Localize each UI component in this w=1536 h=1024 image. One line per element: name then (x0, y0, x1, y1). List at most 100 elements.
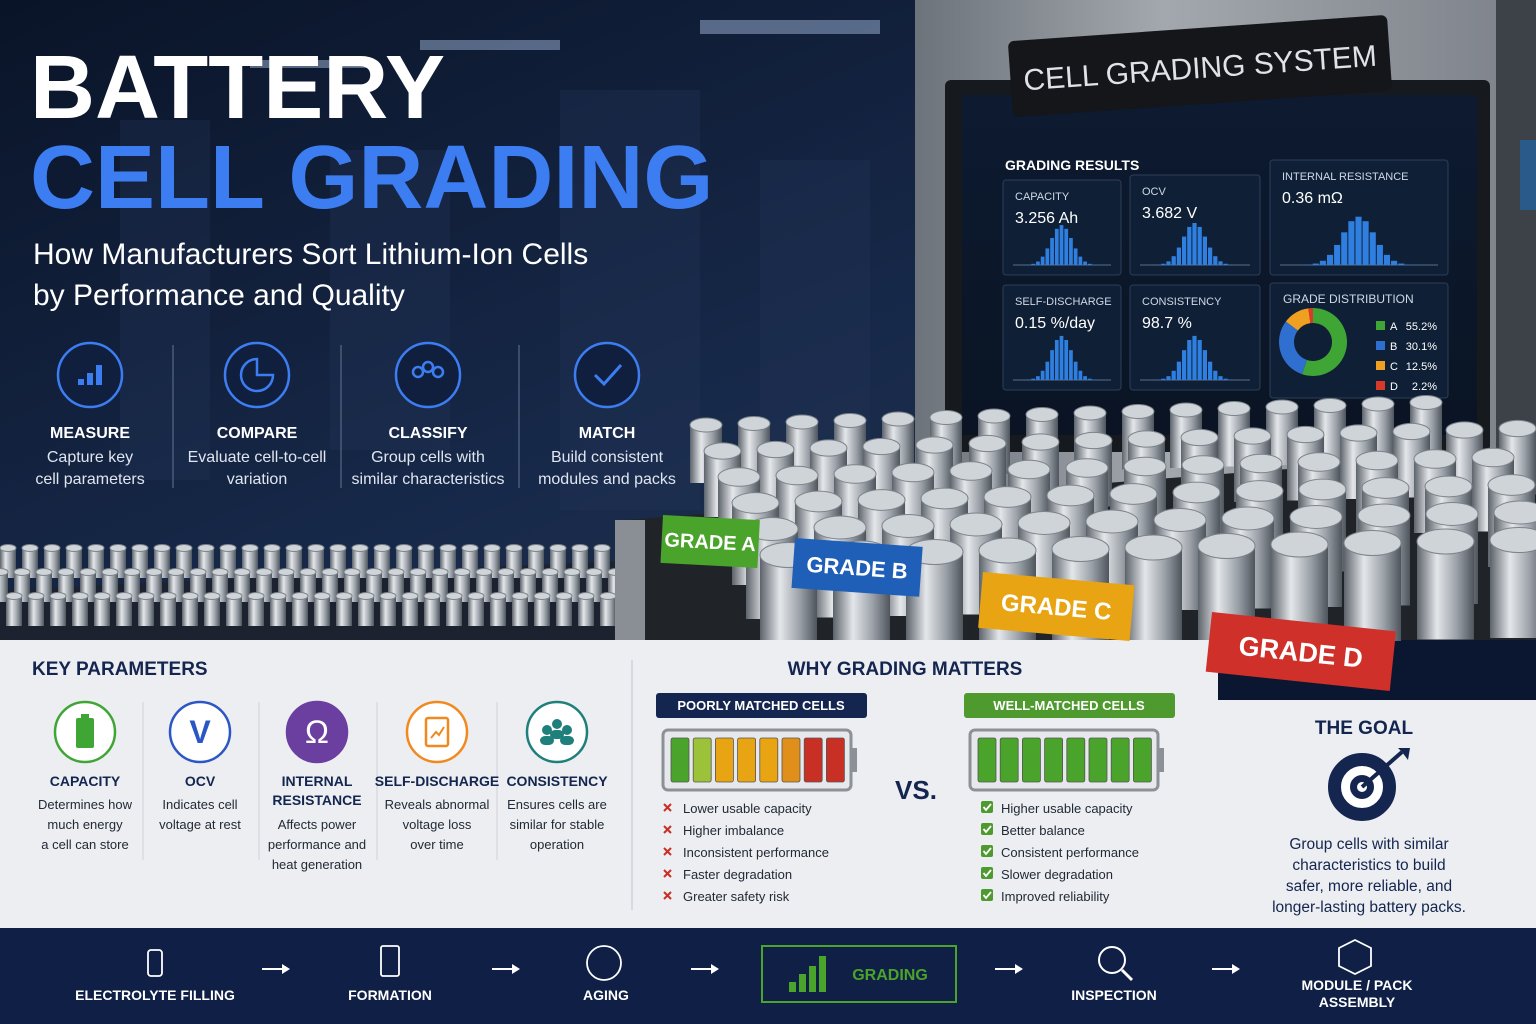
step-desc: Group cells with (371, 449, 485, 466)
cell-top (497, 567, 515, 577)
cell-top (1123, 456, 1167, 477)
cell-top (1017, 511, 1071, 535)
histogram-bar (1348, 221, 1355, 265)
cell-top (225, 591, 243, 601)
cell-top (1153, 508, 1207, 532)
process-icon-bar (799, 974, 806, 992)
cell-top (109, 543, 127, 553)
process-icon-bar (789, 982, 796, 992)
compare-item: Greater safety risk (683, 889, 790, 904)
cell-top (1270, 531, 1329, 558)
histogram-bar (1171, 370, 1176, 380)
compare-item: Higher imbalance (683, 823, 784, 838)
pack-cell (715, 737, 734, 783)
cell-top (115, 591, 133, 601)
cell-body (402, 596, 418, 626)
process-arrowhead (711, 964, 719, 974)
cell-top (1289, 505, 1343, 529)
cell-top (197, 543, 215, 553)
sign-plate (1008, 15, 1392, 117)
cell-top (1221, 506, 1275, 531)
legend-swatch (1376, 341, 1385, 350)
cell-body (248, 596, 264, 626)
cell-top (833, 464, 877, 484)
cell-top (263, 543, 281, 553)
cell-top (417, 543, 435, 553)
donut-segment (1302, 308, 1348, 376)
cell-top (167, 567, 185, 577)
ceiling-light (250, 60, 370, 68)
compare-item: Faster degradation (683, 867, 792, 882)
cross-mark (663, 825, 672, 834)
cell-top (599, 591, 617, 601)
histogram-bar (1223, 378, 1228, 380)
histogram-bar (1040, 256, 1045, 265)
cell-top (1169, 402, 1203, 418)
histogram-bar (1031, 378, 1036, 380)
param-name: RESISTANCE (272, 792, 361, 808)
cell-top (1313, 397, 1347, 414)
step-label: MATCH (579, 425, 636, 442)
cell-top (1007, 459, 1051, 480)
metric-label: SELF-DISCHARGE (1015, 296, 1112, 308)
param-desc: Ensures cells are (507, 797, 607, 812)
process-icon-battery (380, 945, 400, 977)
cell-top (137, 591, 155, 601)
histogram-bar (1208, 361, 1213, 380)
cell-body (292, 596, 308, 626)
metric-label: OCV (1142, 186, 1167, 198)
cell-top (395, 543, 413, 553)
tray-label: GRADE B (791, 538, 923, 597)
param-desc: a cell can store (41, 837, 128, 852)
process-icon-bar (819, 956, 826, 992)
cell-top (1235, 480, 1284, 502)
cell-top (519, 567, 537, 577)
param-icon-head (562, 725, 572, 735)
cell-top (445, 591, 463, 601)
cell-body (600, 596, 616, 626)
cell-body (534, 596, 550, 626)
param-name: INTERNAL (282, 773, 353, 789)
tray-label: GRADE C (978, 572, 1135, 642)
histogram-bar (1031, 263, 1036, 265)
legend-value: 30.1% (1406, 341, 1437, 353)
cell-body (358, 596, 374, 626)
histogram-bar (1192, 335, 1197, 380)
histogram-bar (1355, 216, 1362, 265)
cell-top (813, 515, 867, 540)
cell-top (65, 543, 83, 553)
side-display (1520, 140, 1536, 210)
param-desc: performance and (268, 837, 366, 852)
histogram-bar (1054, 340, 1059, 380)
cell-top (79, 567, 97, 577)
cell-body (138, 596, 154, 626)
param-desc: heat generation (272, 857, 362, 872)
process-label: MODULE / PACK (1302, 977, 1413, 993)
process-icon-lens (1098, 946, 1126, 974)
cell-body (1125, 547, 1182, 646)
histogram-bar (1054, 228, 1059, 265)
pack-cell (1066, 737, 1086, 783)
histogram-bar (1064, 340, 1069, 380)
histogram-bar (1073, 361, 1078, 380)
cell-top (1445, 421, 1484, 439)
section-title: KEY PARAMETERS (32, 659, 208, 680)
cell-body (226, 596, 242, 626)
param-icon-ring (168, 700, 232, 764)
param-icon-battery (76, 718, 94, 748)
cell-top (373, 543, 391, 553)
tray-label-plate (660, 515, 760, 569)
histogram-bar (1383, 254, 1391, 265)
cell-body (0, 572, 8, 602)
cell-top (1085, 509, 1139, 534)
cell-top (1498, 419, 1536, 438)
grade-dist-title: GRADE DISTRIBUTION (1283, 292, 1414, 306)
cell-top (585, 567, 603, 577)
cell-top (1265, 399, 1299, 415)
tray-label-plate (1205, 612, 1396, 692)
legend-grade: D (1390, 381, 1398, 393)
histogram-bar (1398, 263, 1405, 265)
tray-label-plate (978, 572, 1135, 642)
goal-title: THE GOAL (1315, 718, 1414, 739)
